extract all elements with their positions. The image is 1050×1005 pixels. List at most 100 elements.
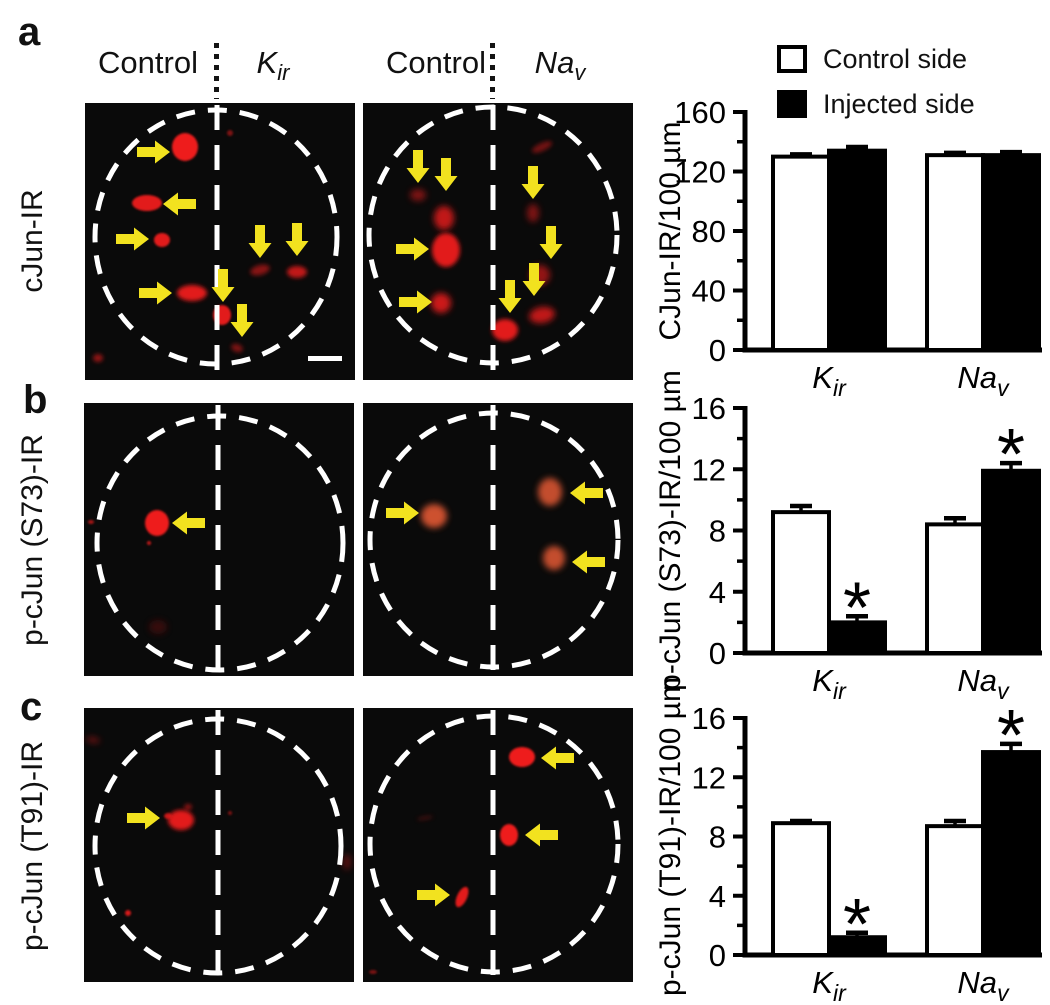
yellow-arrow-icon [417, 883, 450, 907]
y-axis-label: p-cJun (S73)-IR/100 µm [654, 370, 687, 691]
chart-t91-ir: 0 4 8 12 16 * * Kir Nav p-cJun (T91)-IR/100 µm [650, 677, 1050, 1005]
cell-blob [227, 130, 233, 136]
yellow-arrow-icon [172, 511, 205, 535]
cell-blob [529, 306, 555, 324]
cell-blob [509, 747, 535, 767]
yellow-arrow-icon [211, 269, 235, 302]
cell-blob [184, 804, 192, 810]
row-label-cjun-ir: cJun-IR [16, 189, 49, 293]
legend-item-injected: Injected side [777, 90, 975, 118]
bar-injected-side [981, 750, 1041, 957]
cell-blob [421, 504, 447, 528]
cell-blob [168, 810, 194, 830]
y-tick-label: 0 [709, 333, 726, 368]
header-dotted-divider-right [490, 43, 495, 99]
y-tick-label: 0 [709, 636, 726, 671]
significance-asterisk: * [997, 415, 1025, 495]
legend-label-injected-side: Injected side [823, 88, 975, 119]
cell-blob [172, 133, 198, 161]
yellow-arrow-icon [572, 550, 605, 574]
cell-blob [492, 319, 518, 341]
yellow-arrow-icon [434, 158, 458, 191]
legend-label-control-side: Control side [823, 43, 968, 74]
y-tick-label: 80 [692, 214, 726, 249]
x-category-label: Nav [957, 663, 1010, 704]
yellow-arrow-icon [139, 281, 172, 305]
yellow-arrow-icon [116, 227, 149, 251]
header-dotted-divider-left [214, 43, 219, 99]
cell-blob [93, 354, 103, 362]
micrograph-cjun-kir [85, 103, 355, 380]
yellow-arrow-icon [406, 150, 430, 183]
micrograph-canvas [92, 105, 342, 378]
micrograph-t91-kir [84, 708, 354, 982]
x-category-label: Kir [812, 663, 847, 704]
yellow-arrow-icon [399, 290, 432, 314]
cell-blob [147, 541, 151, 545]
row-label-t91-ir: p-cJun (T91)-IR [16, 740, 49, 952]
yellow-arrow-icon [386, 501, 419, 525]
cell-blob [164, 813, 172, 819]
cell-blob [125, 910, 131, 916]
chart-canvas: 0 4 8 12 16 * * Kir Nav p-cJun (S73)-IR/100 µm [654, 370, 1042, 704]
column-header-kir: Kir [256, 45, 290, 86]
chart-cjun-ir: 0 40 80 120 160 Kir Nav CJun-IR/100 µm [650, 82, 1050, 410]
yellow-arrow-icon [541, 746, 574, 770]
cell-blob [149, 620, 167, 634]
cell-blob [145, 510, 169, 536]
cell-blob [132, 195, 162, 211]
row-label-s73-ir: p-cJun (S73)-IR [16, 434, 49, 646]
y-axis-label: CJun-IR/100 µm [654, 121, 687, 340]
micrograph-cjun-nav [363, 103, 633, 380]
bar-injected-side [981, 468, 1041, 655]
bar-control-side [771, 154, 831, 352]
cell-blob [343, 854, 351, 870]
bar-injected-side [827, 148, 887, 352]
legend-swatch-injected-side [777, 90, 807, 118]
yellow-arrow-icon [163, 192, 196, 216]
scale-bar [308, 356, 342, 361]
y-tick-label: 12 [692, 452, 726, 487]
chart-canvas: 0 40 80 120 160 Kir Nav CJun-IR/100 µm [654, 95, 1042, 401]
cell-blob [231, 343, 243, 353]
micrograph-canvas [366, 104, 620, 378]
legend-swatch-control-side [777, 45, 807, 73]
legend-item-control: Control side [777, 45, 975, 73]
cell-blob [86, 736, 100, 744]
cell-blob [417, 815, 433, 821]
chart-s73-ir: 0 4 8 12 16 * * Kir Nav p-cJun (S73)-IR/100 µm [650, 370, 1050, 713]
yellow-arrow-icon [230, 304, 254, 337]
cell-blob [369, 970, 377, 974]
bar-control-side [771, 821, 831, 957]
cell-blob [228, 811, 232, 815]
x-category-label: Kir [812, 360, 847, 401]
micrograph-canvas [367, 405, 621, 674]
cell-blob [434, 206, 454, 230]
y-tick-label: 4 [709, 575, 726, 610]
yellow-arrow-icon [570, 481, 603, 505]
cell-blob [538, 478, 562, 506]
bar-injected-side [981, 153, 1041, 352]
cell-blob [432, 233, 460, 267]
yellow-arrow-icon [396, 237, 429, 261]
panel-letter-a: a [18, 10, 41, 54]
column-header-control-right: Control [386, 45, 486, 80]
cell-blob [410, 189, 426, 201]
yellow-arrow-icon [137, 140, 170, 164]
yellow-arrow-icon [521, 166, 545, 199]
y-tick-label: 8 [709, 514, 726, 549]
bar-control-side [925, 153, 985, 352]
y-tick-label: 16 [692, 701, 726, 736]
cell-blob [287, 266, 307, 278]
cell-blob [250, 264, 270, 276]
x-category-label: Nav [957, 360, 1010, 401]
y-tick-label: 0 [709, 938, 726, 973]
column-header-nav: Nav [534, 45, 586, 86]
panel-letter-b: b [23, 378, 48, 422]
micrograph-s73-nav [363, 403, 633, 676]
bar-control-side [925, 522, 985, 655]
significance-asterisk: * [997, 696, 1025, 776]
significance-asterisk: * [843, 885, 871, 965]
